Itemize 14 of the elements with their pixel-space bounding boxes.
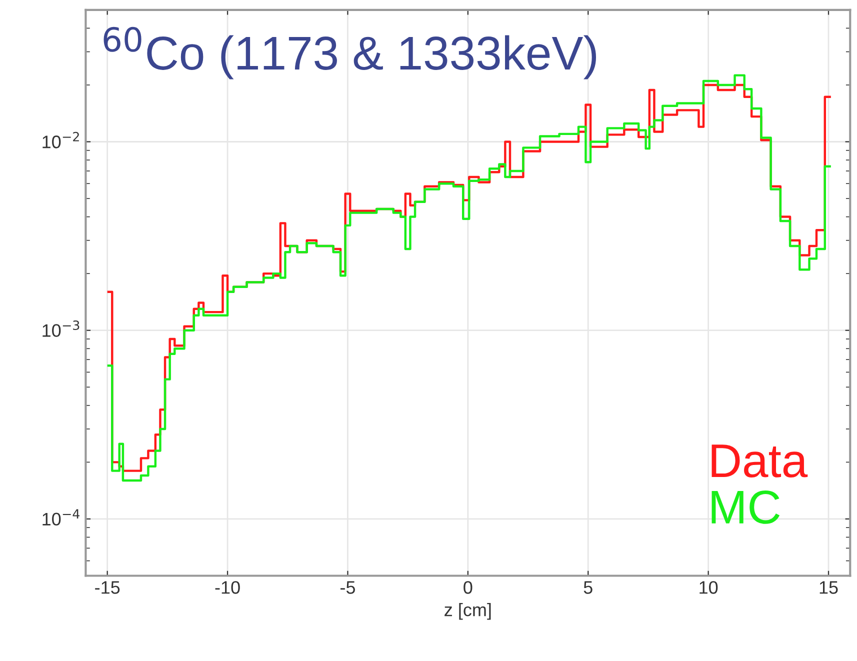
y-tick-label: 10$^{−3}$ [42,320,80,337]
x-tick-label: 10 [700,581,718,594]
x-tick-label: 15 [820,581,838,594]
y-tick-label: 10$^{−4}$ [42,509,80,526]
chart-title: $^{60}$Co (1173 & 1333keV) [104,26,596,80]
x-tick-label: -15 [95,581,120,594]
x-tick-label: -5 [340,581,355,594]
y-tick-label: 10$^{−2}$ [42,132,79,148]
text: MC [712,490,780,524]
x-tick-label: 5 [584,581,592,594]
x-axis-title: z [cm] [444,602,491,620]
x-tick-label: 0 [464,581,472,594]
text: Data [712,444,808,478]
x-tick-label: -10 [215,581,240,594]
